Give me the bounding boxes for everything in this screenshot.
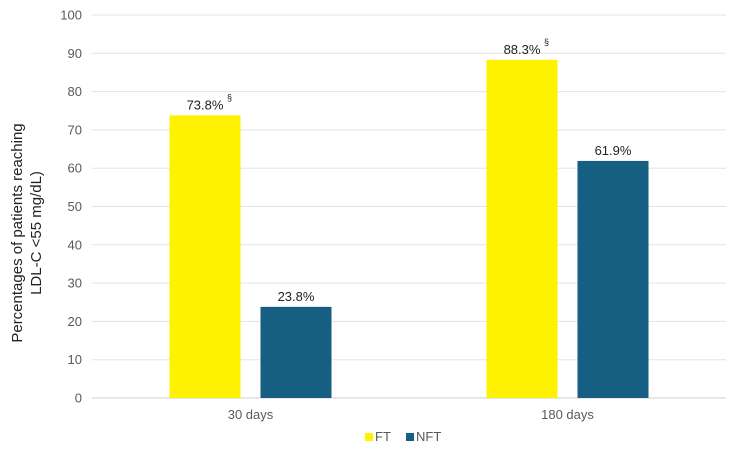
y-axis-ticks: 0 10 20 30 40 50 60 70 80 90 100: [60, 8, 82, 406]
y-tick-label: 90: [68, 46, 82, 61]
legend: FT NFT: [365, 429, 441, 444]
bar-ft-1: [169, 115, 241, 398]
legend-label-nft: NFT: [416, 429, 441, 444]
significance-mark: §: [227, 92, 232, 102]
x-tick-label: 30 days: [228, 407, 274, 422]
bar-nft-1: [260, 306, 332, 398]
significance-mark: §: [544, 37, 549, 47]
data-label: 61.9%: [595, 143, 632, 158]
y-tick-label: 0: [75, 391, 82, 406]
data-label: 88.3%: [504, 42, 541, 57]
y-axis-title-line-2: LDL-C <55 mg/dL): [28, 171, 45, 295]
x-tick-label: 180 days: [541, 407, 594, 422]
legend-label-ft: FT: [375, 429, 391, 444]
legend-swatch-ft: [365, 433, 373, 441]
y-tick-label: 40: [68, 237, 82, 252]
data-label: 23.8%: [278, 289, 315, 304]
y-axis-title-line-1: Percentages of patients reaching: [9, 123, 26, 342]
y-tick-label: 50: [68, 199, 82, 214]
y-tick-label: 100: [60, 8, 82, 23]
y-tick-label: 10: [68, 352, 82, 367]
x-axis-ticks: 30 days 180 days: [228, 407, 595, 422]
y-tick-label: 30: [68, 276, 82, 291]
y-tick-label: 80: [68, 84, 82, 99]
y-tick-label: 60: [68, 161, 82, 176]
bars: 73.8% §23.8%88.3% §61.9%: [169, 37, 649, 398]
bar-nft-2: [577, 160, 649, 398]
y-tick-label: 70: [68, 122, 82, 137]
bar-ft-2: [486, 59, 558, 398]
legend-swatch-nft: [406, 433, 414, 441]
y-tick-label: 20: [68, 314, 82, 329]
data-label: 73.8%: [187, 97, 224, 112]
